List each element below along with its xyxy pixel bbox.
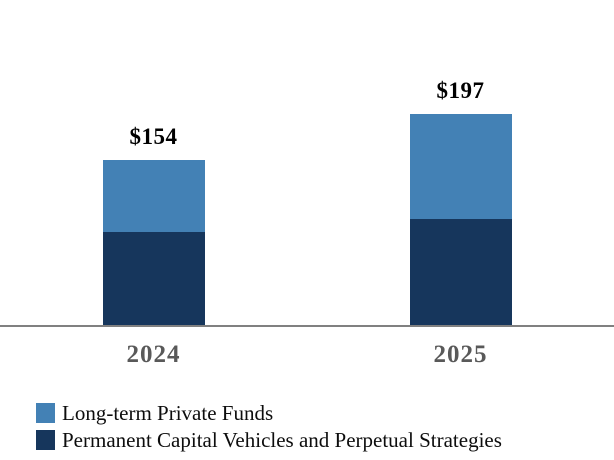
x-axis-tick-label: 2025 bbox=[433, 341, 488, 368]
bar-total-label: $197 bbox=[436, 78, 485, 103]
bar-segment-long-term-private-funds bbox=[409, 114, 512, 219]
bar-segment-permanent-capital-vehicles bbox=[102, 232, 205, 326]
bar-2024 bbox=[102, 160, 205, 326]
legend-item-long-term-private-funds: Long-term Private Funds bbox=[36, 400, 502, 425]
bar-total-label: $154 bbox=[129, 124, 178, 149]
legend-label: Long-term Private Funds bbox=[62, 400, 274, 425]
legend-label: Permanent Capital Vehicles and Perpetual… bbox=[62, 427, 502, 452]
x-axis-tick-label: 2024 bbox=[126, 341, 181, 368]
legend-swatch-light-blue bbox=[36, 403, 55, 423]
x-axis-baseline bbox=[0, 325, 614, 327]
legend: Long-term Private Funds Permanent Capita… bbox=[36, 400, 502, 457]
legend-item-permanent-capital-vehicles: Permanent Capital Vehicles and Perpetual… bbox=[36, 427, 502, 452]
bar-segment-long-term-private-funds bbox=[102, 160, 205, 232]
bar-2025 bbox=[409, 114, 512, 326]
bar-segment-permanent-capital-vehicles bbox=[409, 219, 512, 326]
legend-swatch-dark-navy bbox=[36, 430, 55, 450]
